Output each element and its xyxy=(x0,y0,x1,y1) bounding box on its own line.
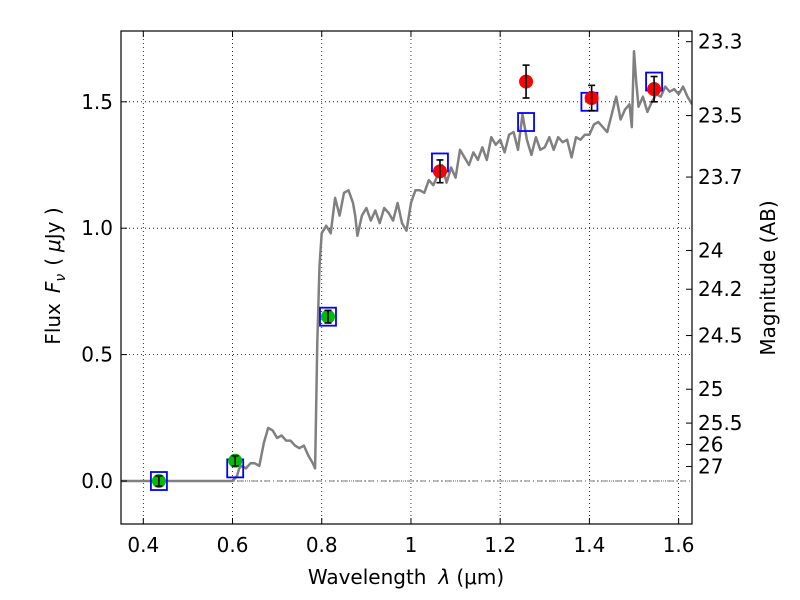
spectrum-line xyxy=(121,49,692,483)
plot-series xyxy=(121,49,692,491)
axes: 0.4 0.6 0.8 1 1.2 1.4 1.6 0.0 0.5 1.0 1.5 23.3 23.5 2… xyxy=(81,30,742,557)
plot-frame xyxy=(120,30,693,525)
y-tick-label: 0.5 xyxy=(81,343,113,367)
y2-axis-label: Magnitude (AB) xyxy=(756,200,780,355)
y-tick-label: 1.5 xyxy=(81,90,113,114)
y-tick-label: 0.0 xyxy=(81,469,113,493)
mag-tick-label: 24.2 xyxy=(698,277,743,301)
mag-tick-label: 23.7 xyxy=(698,165,743,189)
mag-tick-label: 25 xyxy=(698,377,723,401)
x-tick-label: 0.4 xyxy=(127,533,159,557)
y-axis-label: FluxFν(μJy ) xyxy=(41,207,69,344)
x-tick-label: 0.8 xyxy=(306,533,338,557)
mag-tick-label: 25.5 xyxy=(698,411,743,435)
x-tick-label: 1 xyxy=(405,533,418,557)
y-tick-label: 1.0 xyxy=(81,216,113,240)
x-tick-label: 0.6 xyxy=(217,533,249,557)
x-axis-label: Wavelength λ (μm) xyxy=(308,565,504,589)
mag-tick-label: 27 xyxy=(698,454,723,478)
model-photometry-square xyxy=(319,306,337,327)
mag-tick-label: 23.5 xyxy=(698,104,743,128)
mag-tick-label: 23.3 xyxy=(698,30,743,54)
mag-tick-label: 26 xyxy=(698,432,723,456)
mag-tick-label: 24 xyxy=(698,238,723,262)
x-tick-label: 1.2 xyxy=(484,533,516,557)
plot-area xyxy=(121,49,692,491)
model-photometry-square xyxy=(150,471,168,491)
mag-tick-label: 24.5 xyxy=(698,324,743,348)
x-tick-label: 1.6 xyxy=(663,533,695,557)
x-tick-label: 1.4 xyxy=(573,533,605,557)
model-photometry-square xyxy=(517,112,535,132)
